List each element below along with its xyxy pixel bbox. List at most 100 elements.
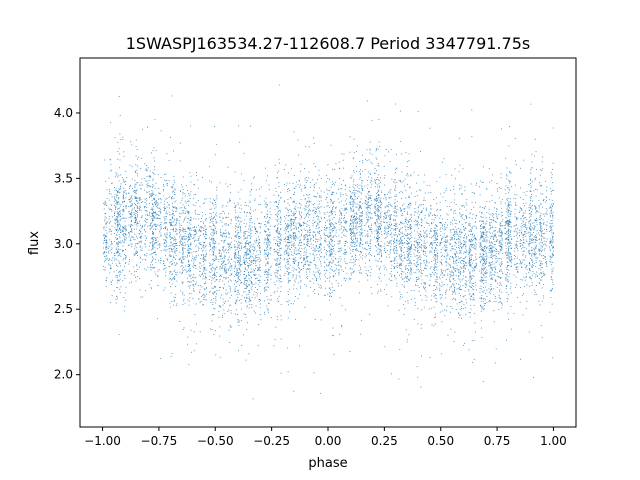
data-point — [137, 212, 139, 214]
data-point — [238, 268, 240, 269]
data-point — [292, 218, 294, 220]
data-point — [152, 244, 153, 246]
data-point — [237, 350, 239, 352]
data-point — [275, 276, 277, 278]
data-point — [314, 184, 315, 185]
data-point — [122, 202, 123, 204]
data-point — [291, 228, 293, 230]
data-point — [258, 246, 260, 248]
data-point — [136, 252, 138, 254]
data-point — [368, 216, 370, 218]
data-point — [237, 292, 239, 294]
data-point — [131, 246, 132, 248]
data-point — [313, 209, 315, 211]
data-point — [295, 318, 296, 320]
data-point — [344, 221, 346, 223]
data-point — [340, 265, 342, 267]
data-point — [141, 202, 143, 203]
data-point — [303, 222, 305, 223]
data-point — [122, 249, 124, 251]
data-point — [209, 180, 211, 182]
data-point — [304, 198, 306, 200]
data-point — [300, 212, 302, 214]
data-point — [176, 242, 178, 244]
data-point — [172, 190, 174, 192]
data-point — [243, 283, 245, 285]
data-point — [313, 143, 315, 144]
data-point — [267, 210, 269, 212]
data-point — [104, 242, 106, 244]
data-point — [122, 234, 124, 236]
data-point — [294, 213, 296, 215]
data-point — [248, 249, 250, 250]
data-point — [341, 305, 343, 307]
data-point — [331, 194, 332, 195]
data-point — [265, 239, 267, 241]
data-point — [303, 222, 304, 224]
data-point — [118, 271, 119, 273]
data-point — [344, 184, 346, 186]
data-point — [204, 272, 205, 274]
data-point — [203, 288, 205, 290]
data-point — [317, 227, 319, 229]
data-point — [280, 286, 282, 288]
data-point — [253, 246, 255, 248]
data-point — [128, 232, 129, 234]
data-point — [153, 198, 155, 200]
data-point — [215, 259, 217, 261]
data-point — [295, 296, 296, 298]
data-point — [248, 226, 250, 228]
data-point — [104, 238, 106, 239]
data-point — [119, 270, 121, 272]
data-point — [355, 219, 357, 221]
data-point — [302, 224, 304, 226]
data-point — [305, 146, 307, 148]
data-point — [134, 253, 136, 255]
data-point — [124, 275, 126, 276]
data-point — [131, 210, 133, 212]
data-point — [110, 229, 111, 231]
data-point — [266, 276, 268, 278]
data-point — [355, 222, 357, 224]
data-point — [136, 216, 138, 218]
data-point — [319, 212, 321, 214]
data-point — [288, 231, 290, 233]
data-point — [307, 194, 309, 196]
data-point — [183, 219, 185, 221]
data-point — [237, 296, 239, 298]
data-point — [185, 185, 187, 187]
data-point — [243, 259, 245, 261]
data-point — [122, 138, 124, 140]
data-point — [171, 283, 173, 285]
data-point — [139, 205, 141, 207]
data-point — [334, 258, 336, 260]
data-point — [344, 207, 346, 209]
data-point — [147, 167, 149, 169]
data-point — [328, 250, 330, 251]
data-point — [128, 234, 130, 236]
data-point — [223, 260, 225, 262]
data-point — [194, 258, 196, 260]
data-point — [300, 215, 302, 217]
data-point — [245, 300, 247, 302]
data-point — [276, 258, 278, 260]
data-point — [131, 205, 133, 207]
data-point — [213, 275, 215, 277]
data-point — [268, 311, 270, 313]
data-point — [118, 197, 120, 199]
data-point — [286, 301, 288, 302]
data-point — [115, 218, 117, 220]
data-point — [182, 253, 184, 255]
data-point — [224, 223, 226, 225]
data-point — [247, 280, 249, 282]
data-point — [173, 262, 175, 264]
data-point — [259, 264, 261, 266]
data-point — [228, 244, 230, 246]
data-point — [331, 283, 333, 285]
data-point — [129, 260, 130, 262]
data-point — [258, 241, 260, 243]
data-point — [246, 240, 248, 242]
data-point — [292, 224, 294, 226]
data-point — [247, 293, 249, 295]
data-point — [243, 262, 245, 264]
